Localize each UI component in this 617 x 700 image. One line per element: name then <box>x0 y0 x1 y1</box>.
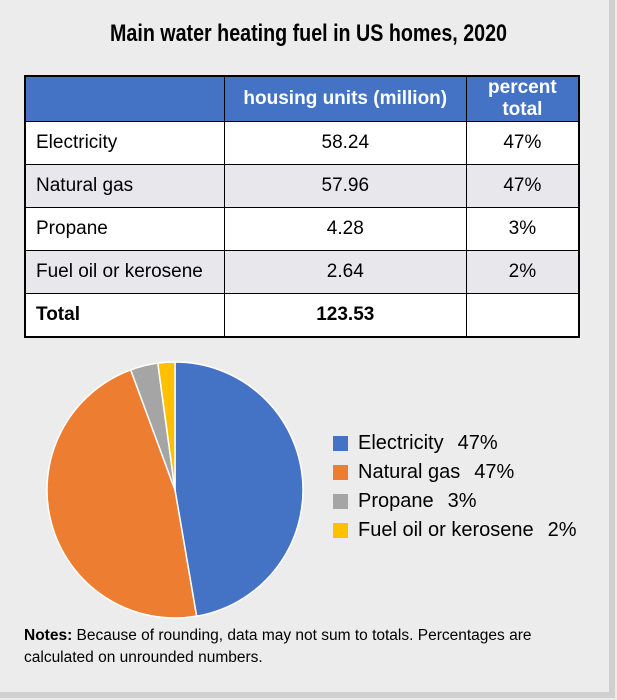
legend-label: Fuel oil or kerosene <box>358 519 534 541</box>
legend-percent: 2% <box>547 519 577 541</box>
table-total-row: Total 123.53 <box>24 293 580 338</box>
row-percent: 47% <box>465 121 580 165</box>
header-cell-units: housing units (million) <box>223 75 467 122</box>
table-row: Propane 4.28 3% <box>24 207 580 251</box>
legend-item: Propane 3% <box>333 487 577 516</box>
table-row: Natural gas 57.96 47% <box>24 164 580 208</box>
header-cell-percent: percent total <box>465 75 580 122</box>
notes: Notes: Because of rounding, data may not… <box>24 625 594 669</box>
pie-slice-fuel-oil-or-kerosene <box>156 361 176 491</box>
row-label: Natural gas <box>24 164 225 208</box>
legend-percent: 3% <box>447 490 477 512</box>
total-percent <box>465 293 580 338</box>
table-row: Electricity 58.24 47% <box>24 121 580 165</box>
legend-swatch <box>333 465 348 480</box>
row-percent: 2% <box>465 250 580 294</box>
legend-percent: 47% <box>474 461 515 483</box>
row-units: 58.24 <box>223 121 467 165</box>
pie-slice-natural-gas <box>46 368 198 619</box>
legend-swatch <box>333 436 348 451</box>
pie-slice-electricity <box>174 361 304 618</box>
row-units: 4.28 <box>223 207 467 251</box>
legend-label: Natural gas <box>358 461 461 483</box>
legend-label: Propane <box>358 490 434 512</box>
row-label: Propane <box>24 207 225 251</box>
table-row: Fuel oil or kerosene 2.64 2% <box>24 250 580 294</box>
header-cell-blank <box>24 75 225 122</box>
row-percent: 47% <box>465 164 580 208</box>
total-units: 123.53 <box>223 293 467 338</box>
data-table: housing units (million) percent total El… <box>24 75 580 338</box>
legend-item: Fuel oil or kerosene 2% <box>333 516 577 545</box>
notes-label: Notes: <box>24 627 73 644</box>
legend-item: Electricity 47% <box>333 429 577 458</box>
row-units: 57.96 <box>223 164 467 208</box>
total-label: Total <box>24 293 225 338</box>
legend-label: Electricity <box>358 432 444 454</box>
row-label: Electricity <box>24 121 225 165</box>
notes-text: Because of rounding, data may not sum to… <box>24 627 532 666</box>
legend-item: Natural gas 47% <box>333 458 577 487</box>
row-label: Fuel oil or kerosene <box>24 250 225 294</box>
chart-legend: Electricity 47% Natural gas 47% Propane 3% Fue… <box>333 429 577 545</box>
pie-chart <box>46 361 304 619</box>
legend-swatch <box>333 494 348 509</box>
legend-percent: 47% <box>457 432 498 454</box>
row-percent: 3% <box>465 207 580 251</box>
legend-swatch <box>333 523 348 538</box>
row-units: 2.64 <box>223 250 467 294</box>
chart-title: Main water heating fuel in US homes, 202… <box>110 20 507 47</box>
table-header-row: housing units (million) percent total <box>24 75 580 122</box>
